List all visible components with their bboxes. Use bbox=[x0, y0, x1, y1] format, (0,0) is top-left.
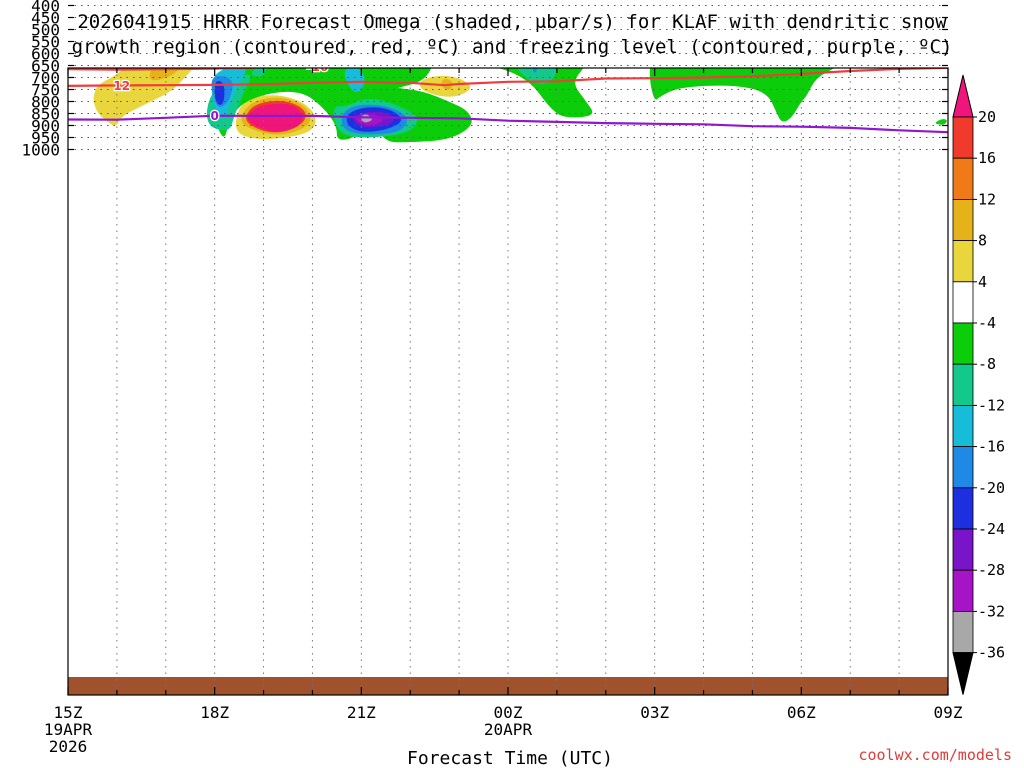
colorbar-segment bbox=[952, 487, 974, 530]
colorbar-segment bbox=[952, 611, 974, 654]
y-tick-label: 550 bbox=[31, 33, 60, 52]
omega-region-neg8 bbox=[516, 68, 559, 84]
contour-line bbox=[68, 114, 948, 134]
contour-label: 0 bbox=[210, 109, 218, 123]
colorbar-segment bbox=[952, 240, 974, 283]
colorbar-label: -36 bbox=[978, 644, 1005, 662]
colorbar-segment bbox=[952, 569, 974, 612]
y-tick-label: 1000 bbox=[21, 141, 60, 160]
omega-region-neg12 bbox=[344, 68, 365, 92]
y-tick-label: 400 bbox=[31, 0, 60, 16]
contour-label: 12 bbox=[113, 79, 130, 93]
y-tick-label: 950 bbox=[31, 129, 60, 148]
y-tick-label: 650 bbox=[31, 57, 60, 76]
colorbar-segment bbox=[952, 281, 974, 324]
x-tick-date: 19APR bbox=[44, 720, 93, 739]
x-tick-label: 09Z bbox=[934, 703, 963, 722]
colorbar-segment bbox=[952, 157, 974, 200]
colorbar: 20 16 12 8 4 -4 -8 -12 -16 -20 -24 -28 -32 -36 bbox=[952, 74, 1005, 695]
colorbar-segment bbox=[952, 404, 974, 447]
x-tick-label: 06Z bbox=[787, 703, 816, 722]
y-tick-label: 900 bbox=[31, 117, 60, 136]
x-tick-label: 00Z bbox=[494, 703, 523, 722]
x-tick-label: 03Z bbox=[640, 703, 669, 722]
y-tick-label: 750 bbox=[31, 81, 60, 100]
colorbar-segment bbox=[952, 446, 974, 489]
contour-label: -16 bbox=[306, 60, 328, 74]
colorbar-label: -8 bbox=[978, 355, 996, 373]
credit-label: coolwx.com/models bbox=[858, 746, 1012, 764]
colorbar-bottom-arrow bbox=[952, 652, 974, 695]
y-tick-label: 450 bbox=[31, 9, 60, 28]
colorbar-label: 16 bbox=[978, 149, 996, 167]
colorbar-label: -4 bbox=[978, 314, 996, 332]
colorbar-label: 8 bbox=[978, 232, 987, 250]
omega-region-neg4 bbox=[214, 68, 593, 140]
x-tick-year: 2026 bbox=[49, 737, 88, 756]
colorbar-segment bbox=[952, 116, 974, 159]
y-tick-label: 700 bbox=[31, 69, 60, 88]
chart-title-line1: 2026041915 HRRR Forecast Omega (shaded, … bbox=[77, 11, 947, 33]
colorbar-label: 20 bbox=[978, 108, 996, 126]
omega-region-pos4 bbox=[93, 68, 194, 126]
colorbar-segment bbox=[952, 322, 974, 365]
colorbar-segment bbox=[952, 198, 974, 241]
omega-region-pos20 bbox=[247, 103, 303, 132]
omega-region-neg4 bbox=[935, 119, 947, 125]
y-tick-label: 850 bbox=[31, 105, 60, 124]
colorbar-segment bbox=[952, 528, 974, 571]
x-tick-label: 18Z bbox=[200, 703, 229, 722]
colorbar-segment bbox=[952, 363, 974, 406]
y-tick-label: 500 bbox=[31, 21, 60, 40]
y-tick-label: 800 bbox=[31, 93, 60, 112]
colorbar-label: -16 bbox=[978, 438, 1005, 456]
x-axis-label: Forecast Time (UTC) bbox=[407, 748, 613, 768]
omega-region-neg8 bbox=[251, 68, 267, 77]
colorbar-label: -32 bbox=[978, 602, 1005, 620]
omega-region-neg4 bbox=[649, 68, 835, 122]
grid-lines bbox=[67, 5, 949, 695]
axes: 2503003504004505005506006507007508008509… bbox=[21, 0, 962, 756]
temperature-contours: -16 12 0 bbox=[68, 60, 948, 134]
x-tick-label: 15Z bbox=[54, 703, 83, 722]
y-tick-label: 600 bbox=[31, 45, 60, 64]
colorbar-top-arrow bbox=[952, 74, 974, 118]
colorbar-label: -24 bbox=[978, 520, 1005, 538]
x-tick-label: 21Z bbox=[347, 703, 376, 722]
chart-title-line2: growth region (contoured, red, ºC) and f… bbox=[72, 36, 953, 58]
colorbar-label: -20 bbox=[978, 479, 1005, 497]
omega-region-neg20 bbox=[214, 80, 225, 105]
colorbar-label: 4 bbox=[978, 273, 987, 291]
x-tick-date: 20APR bbox=[484, 720, 533, 739]
omega-region-pos8 bbox=[149, 68, 181, 81]
omega-region-neg16 bbox=[532, 68, 538, 73]
y-tick-label: 350 bbox=[31, 0, 60, 4]
colorbar-label: -12 bbox=[978, 396, 1005, 414]
colorbar-label: -28 bbox=[978, 561, 1005, 579]
contour-line bbox=[68, 68, 948, 87]
colorbar-label: 12 bbox=[978, 190, 996, 208]
